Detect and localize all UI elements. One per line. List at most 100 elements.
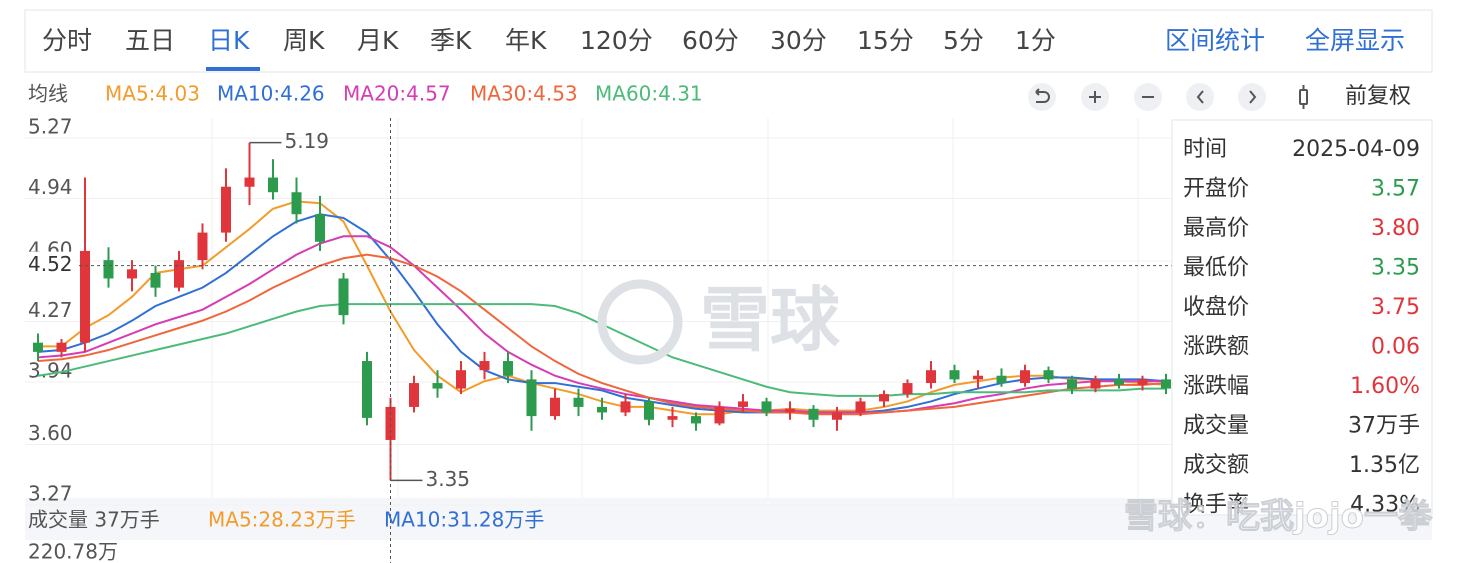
tab[interactable]: 分时 [42, 26, 92, 55]
watermark: 雪球 [700, 279, 841, 361]
info-value: 3.75 [1371, 295, 1420, 320]
tab[interactable]: 五日 [125, 26, 175, 55]
candle-body [1114, 379, 1124, 385]
candle-body [456, 370, 466, 389]
info-label: 涨跌额 [1183, 335, 1249, 360]
info-value: 3.57 [1371, 177, 1420, 202]
icon-reset[interactable] [1028, 83, 1056, 111]
candle-body [550, 397, 560, 417]
tab[interactable]: 年K [505, 26, 547, 55]
adjust-select[interactable]: 前复权 [1345, 84, 1411, 109]
candle-body [902, 383, 913, 395]
candle-body [409, 383, 419, 407]
info-label: 最高价 [1183, 216, 1249, 241]
candle-body [244, 177, 255, 187]
y-tick-label: 5.27 [28, 115, 73, 139]
tab[interactable]: 15分 [857, 26, 914, 55]
info-label: 换手率 [1183, 493, 1249, 518]
volume-legend-item: MA5:28.23万手 [208, 508, 356, 532]
tab[interactable]: 月K [357, 26, 399, 55]
watermark-user: 雪球：吃我jojo一拳 [1124, 497, 1433, 537]
volume-legend-item: MA10:31.28万手 [384, 508, 544, 532]
candle-body [738, 401, 748, 407]
candle-body [197, 232, 208, 261]
tab-underline [206, 67, 260, 71]
info-value: 1.35亿 [1349, 453, 1420, 478]
volume-legend-item: 成交量 37万手 [28, 508, 160, 532]
candle-body [714, 406, 725, 424]
y-tick-label: 3.27 [28, 482, 73, 506]
candle-body [103, 260, 114, 279]
legend-item: MA10:4.26 [217, 82, 325, 106]
candle-body [691, 416, 701, 424]
candle-body [127, 269, 137, 279]
info-label: 时间 [1183, 137, 1227, 162]
info-label: 开盘价 [1183, 177, 1249, 202]
candle-body [150, 272, 161, 288]
candle-body [667, 416, 678, 420]
tab[interactable]: 日K [208, 26, 250, 55]
info-value: 3.80 [1371, 216, 1420, 241]
tab[interactable]: 60分 [682, 26, 739, 55]
candle-body [996, 375, 1007, 384]
candle-body [1137, 379, 1148, 385]
candle-body [338, 278, 349, 316]
candle-body [315, 214, 325, 242]
info-label: 成交额 [1183, 453, 1249, 478]
legend-item: MA60:4.31 [595, 82, 703, 106]
annotation-label: 5.19 [285, 129, 330, 153]
toolbar-action[interactable]: 全屏显示 [1305, 26, 1405, 55]
candle-body [503, 361, 513, 376]
info-label: 收盘价 [1183, 295, 1249, 320]
tab[interactable]: 5分 [943, 26, 984, 55]
info-value: 3.35 [1371, 256, 1420, 281]
tab[interactable]: 周K [283, 26, 325, 55]
icon-right[interactable] [1238, 83, 1266, 111]
candle-body [973, 375, 983, 380]
info-label: 最低价 [1183, 256, 1249, 281]
legend-title: 均线 [28, 82, 68, 106]
candle-body [855, 401, 866, 413]
ma-line [37, 235, 1166, 414]
candle-body [597, 406, 607, 413]
candle-body [268, 177, 278, 193]
info-panel [1171, 119, 1433, 516]
candle-body [221, 186, 231, 233]
legend-item: MA5:4.03 [105, 82, 200, 106]
candle-body [526, 379, 537, 417]
candle-body [362, 361, 372, 418]
candle-body [926, 370, 936, 384]
candle-body [761, 401, 772, 413]
volume-axis-label: 220.78万 [28, 540, 118, 563]
candle-body [33, 342, 43, 352]
legend-item: MA30:4.53 [470, 82, 578, 106]
candle-body [385, 406, 396, 440]
tab[interactable]: 120分 [580, 26, 653, 55]
candle-body [620, 401, 631, 413]
candle-body [432, 383, 443, 389]
candle-body [56, 342, 67, 352]
candle-body [949, 370, 960, 380]
candle-body [80, 250, 90, 343]
legend-item: MA20:4.57 [343, 82, 451, 106]
candle-body [573, 397, 584, 407]
tab[interactable]: 1分 [1015, 26, 1056, 55]
candle-body [808, 408, 819, 420]
info-label: 成交量 [1183, 414, 1249, 439]
tab[interactable]: 30分 [770, 26, 827, 55]
candle-body [174, 260, 184, 288]
icon-glyphs [1035, 85, 1308, 109]
candle-body [1161, 379, 1171, 389]
toolbar-action[interactable]: 区间统计 [1165, 26, 1265, 55]
info-value: 4.33% [1350, 493, 1420, 518]
tab[interactable]: 季K [430, 26, 472, 55]
info-value: 0.06 [1371, 335, 1420, 360]
watermark-logo [597, 279, 683, 365]
y-tick-label: 4.27 [28, 298, 73, 322]
candle-body [1043, 370, 1054, 380]
candle-body [644, 401, 654, 420]
candle-body [785, 408, 795, 413]
info-value: 2025-04-09 [1292, 137, 1420, 162]
icon-left[interactable] [1186, 83, 1214, 111]
